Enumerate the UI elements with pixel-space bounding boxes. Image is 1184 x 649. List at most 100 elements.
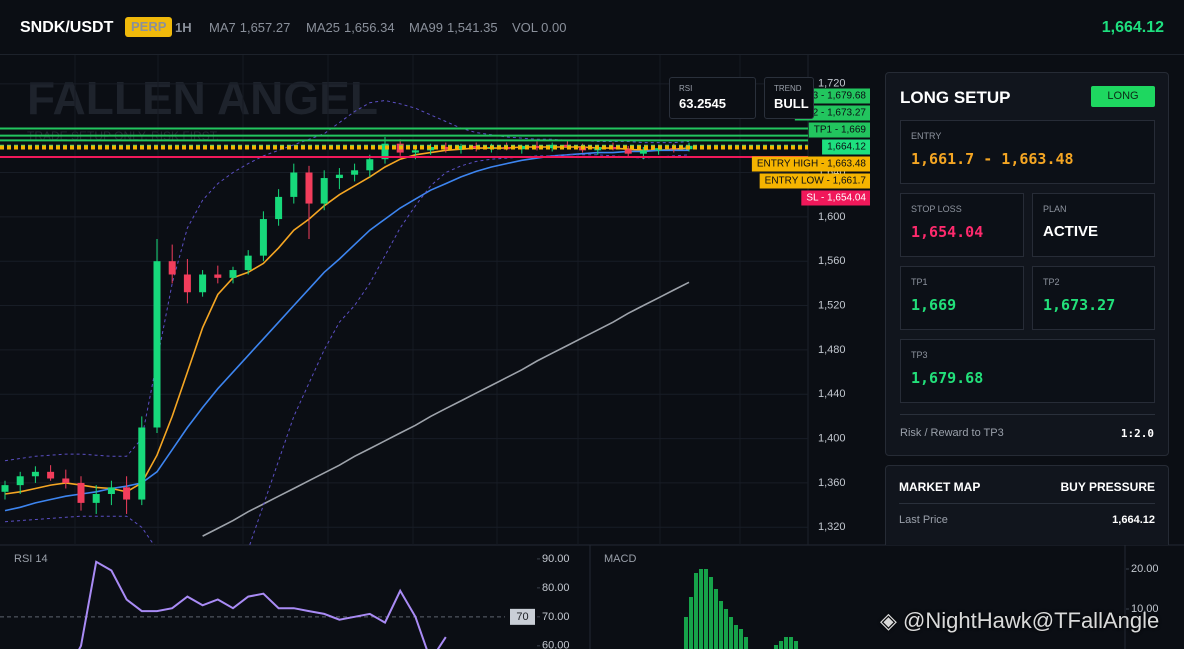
y-tick-label: 1,320	[818, 521, 846, 533]
level-tag	[759, 173, 870, 189]
candle-body	[335, 174, 343, 179]
level-tag	[751, 156, 870, 172]
plot-area	[0, 560, 505, 649]
ma-value: 1,541.35	[446, 20, 498, 35]
card-label: PLAN	[1043, 204, 1067, 214]
pane-title: MACD	[604, 553, 636, 565]
histogram-bar	[784, 637, 788, 649]
y-tick-label: 1,600	[818, 211, 846, 223]
candle-body	[381, 143, 389, 160]
candle-body	[153, 261, 161, 428]
card-value: 1,654.04	[911, 223, 984, 241]
histogram-bar	[689, 597, 693, 649]
level-label: ENTRY LOW - 1,661.7	[765, 176, 867, 187]
reference-tag	[510, 608, 535, 625]
y-tick-label: 1,720	[818, 78, 846, 90]
candle-body	[305, 172, 313, 204]
y-tick-label: 20.00	[1131, 563, 1159, 575]
y-tick-label: 1,400	[818, 432, 846, 444]
entry-card: ENTRY 1,661.7 - 1,663.48	[900, 120, 1155, 184]
y-tick-label: 1,480	[818, 344, 846, 356]
ma-value: 1,656.34	[343, 20, 395, 35]
level-label: TP1 - 1,669	[814, 125, 867, 136]
interval[interactable]: 1H	[175, 20, 192, 35]
setup-panel: LONG SETUP LONG ENTRY 1,661.7 - 1,663.48…	[885, 72, 1169, 456]
trend-label: TREND	[774, 84, 802, 93]
plot-area	[0, 83, 808, 545]
ma-name: MA99	[409, 20, 443, 35]
rr-value: 1:2.0	[1120, 427, 1154, 440]
candle-body	[442, 147, 450, 150]
histogram-bar	[739, 629, 743, 649]
candle-body	[548, 144, 556, 149]
candle-body	[290, 172, 298, 197]
y-tick-label: 1,560	[818, 255, 846, 267]
histogram-bar	[789, 637, 793, 649]
plan-card: PLAN ACTIVE	[1032, 193, 1155, 257]
histogram-bar	[774, 645, 778, 649]
pane-title: RSI 14	[14, 553, 48, 565]
histogram-bar	[724, 609, 728, 649]
card-value: ACTIVE	[1043, 223, 1099, 240]
candle-body	[199, 274, 207, 293]
candle-body	[168, 261, 176, 275]
histogram-bar	[709, 577, 713, 649]
stop-card: STOP LOSS 1,654.04	[900, 193, 1024, 257]
card-value: 1,679.68	[911, 369, 984, 387]
ma-readout: MA99 1,541.35	[409, 0, 502, 55]
y-tick-label: 60.00	[542, 640, 570, 649]
histogram-bar	[779, 641, 783, 649]
level-label: ENTRY HIGH - 1,663.48	[757, 159, 867, 170]
direction-badge: LONG	[1091, 86, 1155, 107]
market-status: BUY PRESSURE	[1060, 480, 1155, 494]
credit-watermark: ◈ @NightHawk@TFallAngle	[880, 608, 1160, 633]
candle-body	[1, 485, 9, 492]
line	[202, 281, 690, 537]
card-label: TP3	[911, 350, 928, 360]
rsi-label: RSI	[679, 84, 693, 93]
candle-body	[214, 274, 222, 278]
y-tick-label: 1,520	[818, 299, 846, 311]
line	[4, 146, 690, 495]
histogram-bar	[714, 589, 718, 649]
candle-body	[16, 476, 24, 486]
separator	[900, 414, 1155, 415]
line	[4, 154, 690, 545]
candle-body	[244, 255, 252, 271]
card-value: 1,661.7 - 1,663.48	[911, 150, 1074, 168]
market-map: MARKET MAP BUY PRESSURE Last Price 1,664…	[885, 465, 1169, 545]
ma-value: 1,657.27	[239, 20, 291, 35]
candle-body	[351, 170, 359, 175]
y-tick-label: 1,360	[818, 477, 846, 489]
level-tag	[801, 190, 870, 206]
reference-label: 70	[516, 611, 528, 623]
candle-body	[77, 482, 85, 503]
badge: PERP	[125, 17, 173, 37]
candle-body	[47, 471, 55, 479]
histogram-bar	[794, 641, 798, 649]
histogram-bar	[704, 569, 708, 649]
ma-readout: MA25 1,656.34	[306, 0, 399, 55]
header: SNDK/USDT PERP 1H MA7 1,657.27 MA25 1,656.…	[0, 0, 1184, 55]
watermark-title: FALLEN ANGEL	[27, 72, 378, 124]
histogram-bar	[744, 637, 748, 649]
last-price-value: 1,664.12	[1112, 514, 1155, 526]
level-label: TP3 - 1,679.68	[800, 91, 867, 102]
candle-body	[92, 494, 100, 503]
candle-body	[411, 150, 419, 153]
card-label: TP1	[911, 277, 928, 287]
volume: VOL 0.00	[512, 20, 567, 35]
histogram-bar	[699, 569, 703, 649]
rsi-box: RSI 63.2545	[669, 77, 756, 119]
ma-name: MA7	[209, 20, 236, 35]
card-label: TP2	[1043, 277, 1060, 287]
separator	[899, 503, 1155, 504]
histogram-bar	[734, 625, 738, 649]
y-tick-label: 90.00	[542, 553, 570, 565]
card-label: STOP LOSS	[911, 204, 962, 214]
y-tick-label: 80.00	[542, 582, 570, 594]
level-tag	[822, 139, 870, 155]
level-tag	[808, 122, 870, 138]
